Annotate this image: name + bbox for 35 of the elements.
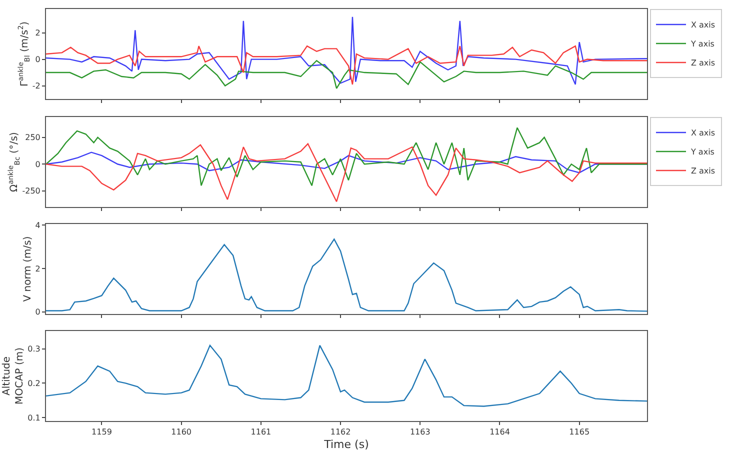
- y-tick-label: 250: [25, 133, 40, 142]
- line-series: [46, 60, 647, 90]
- y-axis-title: V norm (m/s): [22, 236, 34, 302]
- line-series: [46, 143, 647, 202]
- line-series: [46, 16, 647, 86]
- x-tick-label: 1164: [490, 428, 510, 437]
- y-tick-label: 2: [35, 264, 40, 274]
- legend-label: Z axis: [691, 58, 716, 68]
- x-axis-title: Time (s): [323, 438, 369, 451]
- x-tick-label: 1160: [171, 428, 192, 437]
- legend-label: X axis: [691, 20, 716, 30]
- y-tick-label: 0.3: [28, 344, 40, 354]
- y-tick-label: 0: [35, 160, 40, 169]
- x-tick-label: 1162: [330, 428, 351, 437]
- y-tick-label: 0.1: [28, 413, 40, 422]
- y-tick-label: 0: [35, 55, 40, 64]
- x-tick-label: 1159: [92, 428, 112, 437]
- line-series: [46, 344, 647, 407]
- legend-label: Y axis: [690, 148, 714, 157]
- line-series: [46, 45, 647, 86]
- y-tick-label: 0: [35, 308, 40, 317]
- y-tick-label: -2: [32, 82, 40, 91]
- line-series: [46, 127, 647, 186]
- x-tick-label: 1163: [410, 428, 430, 437]
- legend-label: X axis: [691, 128, 716, 138]
- y-axis-title: Altitude MOCAP (m): [2, 347, 26, 405]
- x-tick-label: 1161: [250, 428, 272, 437]
- y-tick-label: 0.2: [28, 379, 40, 388]
- x-tick-label: 1165: [569, 428, 590, 437]
- line-series: [46, 238, 647, 312]
- y-tick-label: 4: [35, 220, 40, 230]
- legend-label: Z axis: [691, 166, 716, 176]
- legend-label: Y axis: [690, 40, 714, 49]
- y-tick-label: 2: [35, 28, 40, 38]
- y-tick-label: -250: [22, 186, 40, 196]
